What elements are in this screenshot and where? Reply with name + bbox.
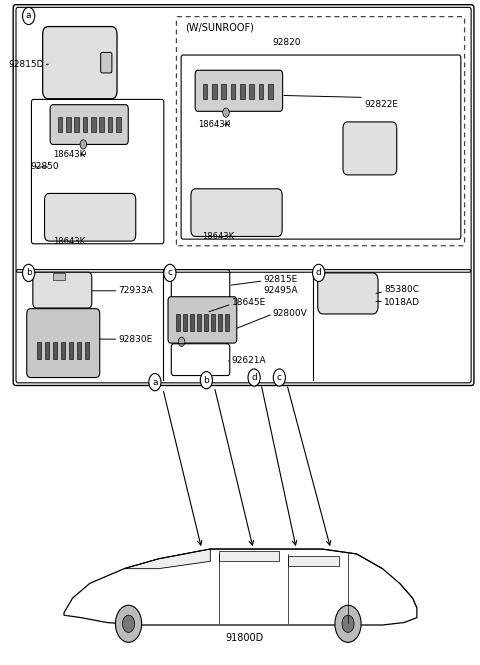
Bar	[83, 117, 87, 132]
Text: c: c	[168, 269, 172, 277]
Bar	[240, 84, 245, 98]
Bar	[203, 84, 207, 98]
Bar	[53, 342, 57, 359]
FancyBboxPatch shape	[343, 122, 397, 175]
Bar	[91, 117, 96, 132]
Bar	[231, 84, 235, 98]
Bar	[225, 314, 229, 331]
Circle shape	[80, 140, 86, 149]
Text: d: d	[251, 373, 257, 382]
Polygon shape	[288, 557, 339, 566]
Polygon shape	[219, 551, 279, 561]
Bar	[197, 314, 201, 331]
Text: 18643K: 18643K	[53, 150, 85, 159]
Text: 92621A: 92621A	[232, 356, 266, 365]
Bar	[218, 314, 222, 331]
Text: (W/SUNROOF): (W/SUNROOF)	[185, 23, 254, 33]
Bar	[259, 84, 264, 98]
Circle shape	[342, 615, 354, 632]
FancyBboxPatch shape	[50, 104, 128, 144]
Circle shape	[335, 605, 361, 642]
Circle shape	[200, 372, 213, 389]
Text: 92830E: 92830E	[119, 334, 153, 344]
Bar	[45, 342, 49, 359]
Bar	[58, 117, 62, 132]
Bar	[116, 117, 121, 132]
Circle shape	[223, 108, 229, 117]
FancyBboxPatch shape	[43, 27, 117, 98]
Circle shape	[23, 7, 35, 25]
Circle shape	[178, 337, 185, 346]
Circle shape	[312, 264, 324, 281]
Text: ↵: ↵	[80, 150, 87, 159]
FancyBboxPatch shape	[27, 309, 100, 378]
Text: a: a	[152, 378, 157, 386]
Text: b: b	[204, 376, 209, 384]
Text: 92495A: 92495A	[264, 286, 298, 295]
Polygon shape	[124, 549, 210, 569]
Text: 18643K: 18643K	[202, 232, 234, 241]
Bar	[99, 117, 104, 132]
Bar	[69, 342, 73, 359]
FancyBboxPatch shape	[195, 70, 283, 111]
Bar	[250, 84, 254, 98]
Text: 1018AD: 1018AD	[384, 298, 420, 307]
Bar	[66, 117, 71, 132]
FancyBboxPatch shape	[101, 53, 112, 73]
Bar	[36, 342, 41, 359]
FancyBboxPatch shape	[45, 194, 136, 241]
Circle shape	[122, 615, 134, 632]
Text: 85380C: 85380C	[384, 285, 419, 294]
Bar	[211, 314, 215, 331]
Text: 18643K: 18643K	[53, 237, 85, 245]
Text: 92820: 92820	[273, 38, 301, 47]
Circle shape	[273, 369, 286, 386]
Text: ↵: ↵	[224, 120, 231, 129]
Text: d: d	[316, 269, 322, 277]
Circle shape	[23, 264, 35, 281]
Text: c: c	[277, 373, 282, 382]
Circle shape	[116, 605, 142, 642]
Circle shape	[164, 264, 176, 281]
Bar	[53, 273, 65, 279]
Bar	[77, 342, 82, 359]
Bar	[221, 84, 226, 98]
FancyBboxPatch shape	[33, 272, 92, 308]
Text: 91800D: 91800D	[226, 634, 264, 644]
Text: 92815E: 92815E	[264, 275, 298, 284]
Text: 92800V: 92800V	[273, 309, 308, 319]
Text: a: a	[26, 11, 31, 21]
Text: b: b	[26, 269, 32, 277]
Bar	[60, 342, 65, 359]
Text: 18645E: 18645E	[232, 298, 266, 307]
Text: 72933A: 72933A	[119, 286, 153, 295]
Bar	[183, 314, 187, 331]
FancyBboxPatch shape	[191, 189, 282, 237]
Bar	[74, 117, 79, 132]
Text: 92822E: 92822E	[364, 100, 398, 108]
Text: 92815D: 92815D	[8, 60, 44, 68]
Text: 92850: 92850	[31, 162, 59, 172]
Bar	[108, 117, 112, 132]
Bar	[204, 314, 208, 331]
FancyBboxPatch shape	[318, 273, 378, 314]
Bar	[268, 84, 273, 98]
Bar	[190, 314, 194, 331]
FancyBboxPatch shape	[168, 297, 237, 343]
Circle shape	[248, 369, 260, 386]
Circle shape	[149, 374, 161, 391]
Bar	[176, 314, 180, 331]
Text: 18643K: 18643K	[198, 120, 230, 129]
Bar	[85, 342, 89, 359]
Bar	[212, 84, 216, 98]
